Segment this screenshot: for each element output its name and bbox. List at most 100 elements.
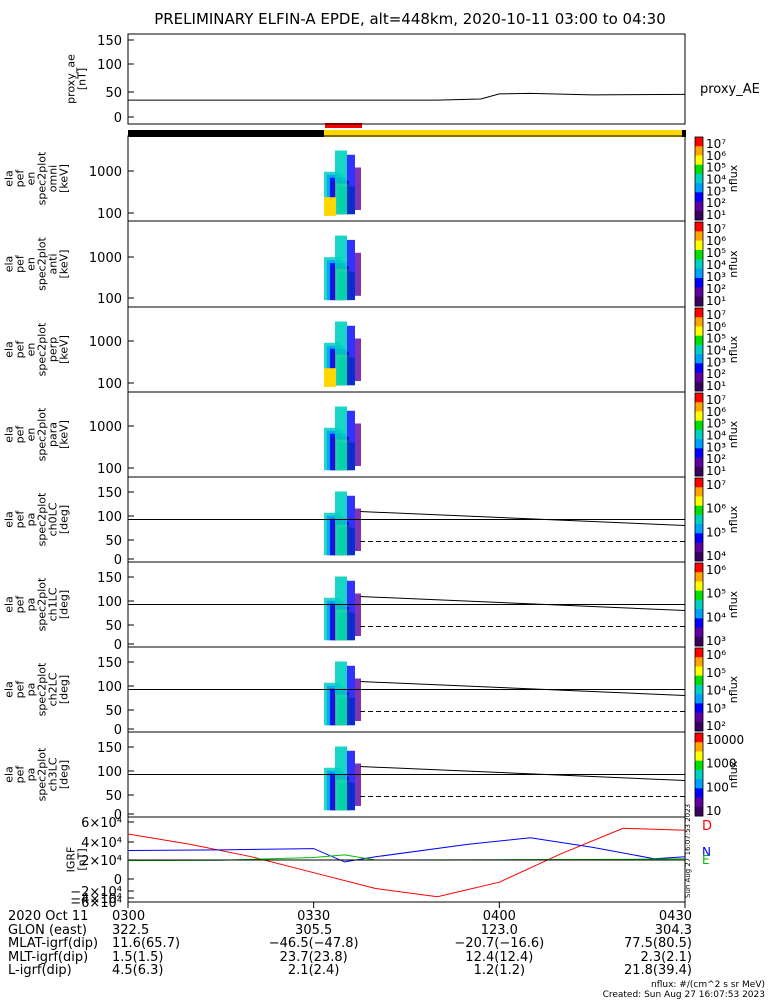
y-tick-label: 0 [114, 638, 122, 653]
panel-label: [deg] [58, 675, 71, 704]
footer-value: 0330 [297, 909, 330, 924]
y-tick-label: 0 [114, 723, 122, 738]
colorbar-swatch [695, 572, 703, 582]
spectrogram-3 [324, 321, 361, 387]
colorbar-swatch [695, 788, 703, 799]
footer-value: 12.4(12.4) [465, 950, 533, 965]
panel-label: en [25, 428, 38, 442]
colorbar-frame [694, 562, 704, 647]
colorbar-tick-label: 10⁷ [706, 137, 726, 151]
panel-frame [127, 391, 686, 478]
colorbar-swatch [695, 694, 703, 704]
colorbar-tick-label: 10⁷ [706, 222, 726, 236]
proxy-ae-label: proxy_AE [700, 82, 760, 97]
panel-label: ela [3, 256, 16, 273]
spectrogram-6 [324, 576, 361, 641]
panel-label: perp [47, 337, 60, 362]
colorbar-swatch [695, 317, 703, 327]
colorbar: 10000 1000 100 10 nflux [694, 732, 744, 818]
colorbar-swatch [695, 411, 703, 422]
y-tick-label: 100 [97, 58, 122, 73]
panel-label: pef [14, 254, 27, 273]
colorbar-tick-label: 10⁶ [706, 320, 726, 334]
panel-label: ch0LC [47, 502, 60, 536]
y-tick-label: −6×10⁴ [70, 896, 122, 911]
footer-value: 0400 [483, 909, 516, 924]
y-tick-label: 1000 [89, 420, 122, 435]
footer-value: 123.0 [481, 923, 518, 938]
y-tick-label: 0 [114, 111, 122, 126]
colorbar-tick-label: 10⁶ [706, 563, 726, 577]
colorbar-swatch [695, 806, 703, 817]
colorbar-tick-label: 10⁴ [706, 610, 726, 624]
colorbar-tick-label: 10⁴ [706, 258, 726, 272]
colorbar-label: nflux [727, 505, 740, 533]
panel-7: 150100500elapefpaspec2plotch2LC[deg]10⁶1… [3, 646, 740, 738]
spectrogram-cell [355, 763, 361, 806]
colorbar-tick-label: 10⁵ [706, 246, 726, 260]
colorbar-tick-label: 10¹ [706, 379, 726, 393]
colorbar-frame [694, 136, 704, 221]
colorbar: 10⁶ 10⁵ 10⁴ 10³ nflux [694, 562, 740, 648]
colorbar-swatch [695, 146, 703, 156]
colorbar-swatch [695, 505, 703, 516]
colorbar-swatch [695, 137, 703, 147]
y-tick-label: 100 [97, 595, 122, 610]
colorbar-tick-label: 10² [706, 282, 726, 296]
colorbar-swatch [695, 448, 703, 459]
panel-label: [deg] [58, 505, 71, 534]
y-tick-label: 1000 [89, 165, 122, 180]
orbit-bar-end [682, 130, 686, 137]
footer-value: 1.5(1.5) [112, 950, 164, 965]
spectrogram-cell [335, 746, 347, 811]
panel-label: para [47, 422, 60, 447]
spectrogram-cell [347, 665, 355, 726]
colorbar-swatch [695, 590, 703, 601]
panel-label: ela [3, 341, 16, 358]
colorbar-label: nflux [727, 590, 740, 618]
panel-label: ela [3, 681, 16, 698]
colorbar-swatch [695, 268, 703, 279]
y-tick-label: 2×10⁴ [81, 854, 122, 869]
colorbar-swatch [695, 627, 703, 638]
side-stamp: Sun Aug 27 16:07:53 2023 [684, 804, 692, 898]
spectrogram-cell [347, 495, 355, 556]
y-tick-label: 150 [97, 34, 122, 49]
colorbar-swatch [695, 551, 703, 562]
spectrogram-cell [335, 576, 347, 641]
footer-value: 305.5 [295, 923, 332, 938]
colorbar-swatch [695, 478, 703, 488]
colorbar: 10⁷ 10⁶ 10⁵ 10⁴ nflux [694, 477, 740, 563]
y-tick-label: 100 [97, 377, 122, 392]
colorbar-swatch [695, 201, 703, 212]
colorbar-tick-label: 10⁶ [706, 502, 726, 516]
colorbar-tick-label: 10⁵ [706, 666, 726, 680]
spectrogram-cell [355, 508, 361, 551]
colorbar-tick-label: 10³ [706, 184, 726, 198]
colorbar-tick-label: 10 [706, 804, 721, 818]
y-tick-label: 50 [105, 789, 122, 804]
spectrogram-cell [347, 239, 355, 301]
series-line-igrf-D [127, 827, 686, 898]
colorbar-frame [694, 477, 704, 562]
panel-label: ela [3, 426, 16, 443]
colorbar-swatch [695, 524, 703, 534]
footer-value: 322.5 [112, 923, 149, 938]
colorbar-tick-label: 10¹ [706, 208, 726, 222]
spectrogram-cell [347, 325, 355, 386]
spectrogram-cell [355, 338, 361, 381]
panel-label: ch3LC [47, 757, 60, 791]
colorbar-swatch [695, 760, 703, 771]
footer-value: 23.7(23.8) [280, 950, 348, 965]
panel-label: pef [14, 510, 27, 529]
y-tick-label: 100 [97, 462, 122, 477]
colorbar-tick-label: 10⁵ [706, 161, 726, 175]
colorbar-frame [694, 647, 704, 732]
colorbar-tick-label: 10⁴ [706, 173, 726, 187]
spectrogram-cell [335, 406, 347, 471]
colorbar-tick-label: 10⁵ [706, 525, 726, 539]
panel-label: [deg] [58, 760, 71, 789]
colorbar-swatch [695, 308, 703, 318]
